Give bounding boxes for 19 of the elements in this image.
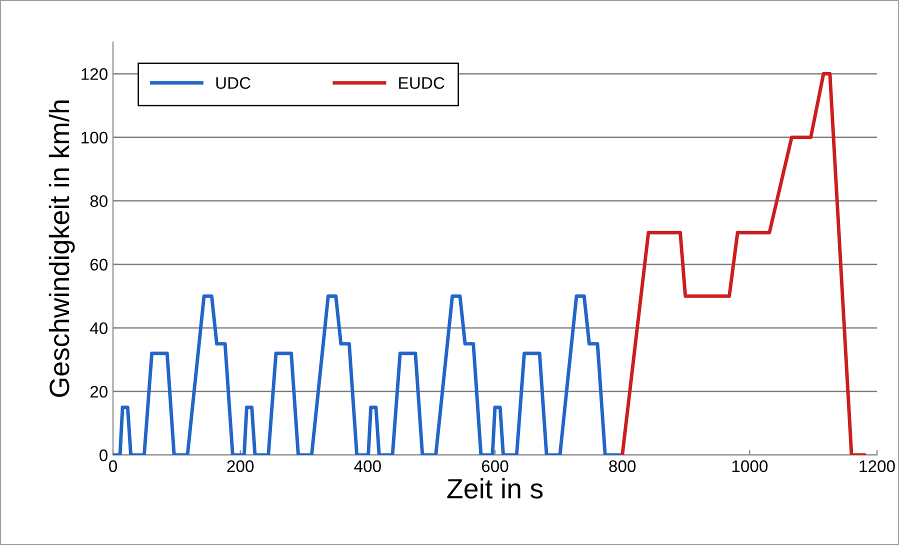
y-tick-label: 60 — [90, 258, 108, 271]
y-tick-label: 0 — [100, 449, 108, 462]
x-tick-label: 0 — [109, 460, 117, 472]
x-axis-title: Zeit in s — [447, 478, 543, 499]
line-series — [620, 72, 866, 455]
y-tick-label: 20 — [90, 386, 108, 398]
x-tick-label: 600 — [482, 460, 508, 472]
y-tick-label: 120 — [82, 68, 108, 80]
y-axis-title: Geschwindigkeit in km/h — [48, 100, 75, 397]
y-tick-label: 80 — [90, 195, 108, 208]
y-tick-label: 40 — [90, 322, 108, 334]
x-tick-label: 800 — [609, 460, 636, 472]
legend-label: EUDC — [399, 77, 444, 89]
x-tick-label: 200 — [227, 460, 254, 472]
legend-label: UDC — [216, 77, 250, 89]
x-tick-label: 1000 — [732, 460, 768, 472]
x-tick-label: 400 — [354, 460, 381, 472]
x-tick-label: 1200 — [860, 460, 895, 472]
y-tick-label: 100 — [82, 132, 108, 144]
